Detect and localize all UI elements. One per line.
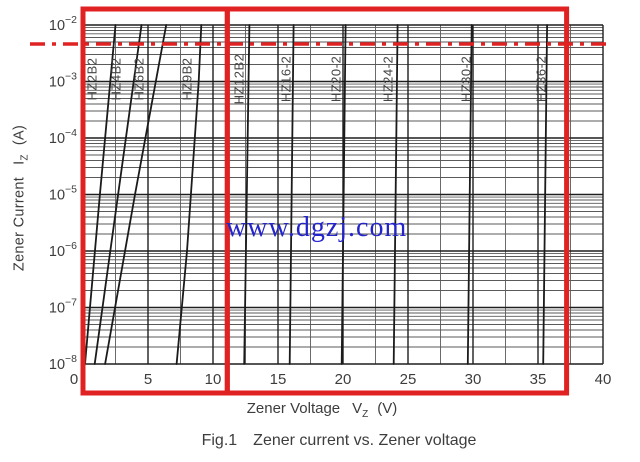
svg-text:20: 20 bbox=[335, 371, 352, 388]
curve-label-HZ6B2: HZ6B2 bbox=[131, 58, 146, 101]
annotation-box-right bbox=[224, 6, 570, 396]
svg-text:0: 0 bbox=[70, 371, 78, 388]
y-axis-symbol: IZ bbox=[11, 154, 31, 165]
svg-text:10−5: 10−5 bbox=[49, 184, 77, 204]
svg-text:25: 25 bbox=[400, 371, 417, 388]
curve-label-HZ4B2: HZ4B2 bbox=[108, 58, 123, 101]
y-axis-title: Zener Current IZ (A) bbox=[12, 125, 31, 271]
curve-HZ12B2 bbox=[243, 24, 251, 365]
svg-text:10−2: 10−2 bbox=[49, 14, 77, 34]
device-curves bbox=[84, 24, 548, 365]
annotation-box-left bbox=[80, 6, 230, 396]
curve-HZ24-2 bbox=[392, 24, 399, 365]
svg-text:40: 40 bbox=[595, 371, 612, 388]
curve-label-HZ30-2: HZ30-2 bbox=[458, 56, 473, 102]
y-axis-title-text: Zener Current bbox=[11, 176, 28, 272]
x-tick-labels: 0 5 10 15 20 25 30 35 40 bbox=[70, 371, 612, 388]
curve-label-HZ16-2: HZ16-2 bbox=[278, 56, 293, 102]
y-axis-unit: (A) bbox=[11, 124, 28, 146]
curve-HZ4B2 bbox=[93, 24, 143, 365]
svg-text:10−8: 10−8 bbox=[49, 353, 77, 373]
figure-caption: Fig.1 Zener current vs. Zener voltage bbox=[0, 432, 640, 450]
curve-HZ36-2 bbox=[542, 24, 548, 365]
svg-text:10−4: 10−4 bbox=[49, 127, 77, 147]
x-axis-symbol: VZ bbox=[352, 400, 369, 420]
curve-label-HZ12B2: HZ12B2 bbox=[231, 54, 246, 105]
curve-HZ30-2 bbox=[466, 24, 473, 365]
curve-HZ2B2 bbox=[84, 24, 117, 365]
curve-label-HZ2B2: HZ2B2 bbox=[84, 58, 99, 101]
curve-label-HZ20-2: HZ20-2 bbox=[328, 56, 343, 102]
svg-text:30: 30 bbox=[465, 371, 482, 388]
watermark: www.dgzj.com bbox=[226, 212, 408, 243]
svg-text:35: 35 bbox=[530, 371, 547, 388]
svg-text:10: 10 bbox=[205, 371, 222, 388]
curve-HZ20-2 bbox=[340, 24, 347, 365]
curve-label-HZ24-2: HZ24-2 bbox=[380, 56, 395, 102]
y-tick-labels: 10−2 10−3 10−4 10−5 10−6 10−7 10−8 bbox=[49, 14, 77, 373]
curve-HZ6B2 bbox=[104, 24, 168, 365]
curve-HZ9B2 bbox=[175, 24, 203, 365]
figure-number: Fig.1 bbox=[201, 432, 238, 449]
x-axis-title: Zener Voltage VZ (V) bbox=[0, 400, 640, 420]
svg-text:10−7: 10−7 bbox=[49, 297, 77, 317]
curve-label-HZ9B2: HZ9B2 bbox=[179, 58, 194, 101]
svg-text:10−3: 10−3 bbox=[49, 71, 77, 91]
x-axis-title-text: Zener Voltage bbox=[246, 400, 341, 417]
svg-text:5: 5 bbox=[144, 371, 152, 388]
svg-text:10−6: 10−6 bbox=[49, 240, 77, 260]
figure-caption-text: Zener current vs. Zener voltage bbox=[253, 432, 477, 449]
x-axis-unit: (V) bbox=[377, 400, 398, 417]
curve-HZ16-2 bbox=[288, 24, 295, 365]
svg-text:15: 15 bbox=[270, 371, 287, 388]
device-curve-labels: HZ2B2 HZ4B2 HZ6B2 HZ9B2 HZ12B2 HZ16-2 HZ20-2 HZ… bbox=[84, 54, 548, 105]
curve-label-HZ36-2: HZ36-2 bbox=[533, 56, 548, 102]
